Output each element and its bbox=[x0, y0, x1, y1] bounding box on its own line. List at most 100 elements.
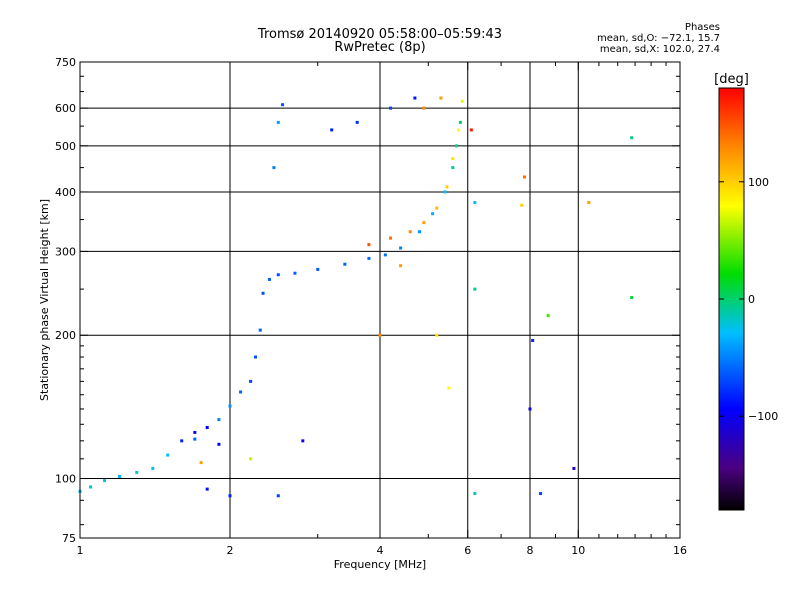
x-tick-label: 8 bbox=[527, 544, 534, 557]
data-point-o bbox=[630, 296, 634, 300]
data-point-x bbox=[523, 175, 527, 179]
data-point-o bbox=[272, 166, 276, 170]
data-point-x bbox=[422, 221, 426, 225]
data-point-x bbox=[445, 185, 449, 189]
data-point-o bbox=[473, 201, 477, 205]
data-point-o bbox=[217, 442, 221, 446]
y-tick-label: 500 bbox=[55, 140, 76, 153]
chart-title: Tromsø 20140920 05:58:00–05:59:43 bbox=[257, 27, 503, 42]
data-point-o bbox=[193, 437, 197, 441]
data-point-x bbox=[546, 314, 550, 318]
data-point-o bbox=[249, 379, 253, 383]
data-point-o bbox=[473, 287, 477, 291]
data-point-o bbox=[316, 267, 320, 271]
data-point-o bbox=[239, 390, 243, 394]
data-point-x bbox=[199, 461, 203, 465]
y-axis-label: Stationary phase Virtual Height [km] bbox=[38, 199, 51, 401]
data-point-x bbox=[367, 243, 371, 247]
x-tick-label: 6 bbox=[464, 544, 471, 557]
colorbar-unit-label: [deg] bbox=[714, 72, 749, 87]
data-point-o bbox=[293, 271, 297, 275]
phase-stats-x: mean, sd,X: 102.0, 27.4 bbox=[599, 44, 720, 55]
data-point-x bbox=[520, 203, 524, 207]
data-point-o bbox=[343, 262, 347, 266]
x-axis-label: Frequency [MHz] bbox=[334, 558, 426, 571]
colorbar-tick-label: 100 bbox=[748, 176, 769, 189]
data-point-o bbox=[228, 404, 232, 408]
data-point-o bbox=[258, 328, 262, 332]
data-point-o bbox=[205, 487, 209, 491]
data-point-o bbox=[166, 453, 170, 457]
data-point-o bbox=[117, 474, 121, 478]
data-point-x bbox=[439, 96, 443, 100]
data-point-x bbox=[435, 333, 439, 337]
data-point-x bbox=[457, 128, 461, 132]
data-point-o bbox=[383, 253, 387, 257]
data-point-o bbox=[572, 466, 576, 470]
data-point-o bbox=[205, 425, 209, 429]
data-point-o bbox=[217, 418, 221, 422]
data-point-x bbox=[587, 201, 591, 205]
y-tick-label: 200 bbox=[55, 329, 76, 342]
data-point-o bbox=[276, 494, 280, 498]
data-point-x bbox=[435, 206, 439, 210]
data-point-o bbox=[630, 136, 634, 140]
y-tick-label: 400 bbox=[55, 186, 76, 199]
data-point-o bbox=[276, 120, 280, 124]
data-point-o bbox=[276, 273, 280, 277]
data-point-o bbox=[355, 120, 359, 124]
data-point-o bbox=[367, 256, 371, 260]
data-point-o bbox=[531, 338, 535, 342]
colorbar-tick-label: −100 bbox=[748, 410, 778, 423]
data-point-x bbox=[378, 333, 382, 337]
data-point-o bbox=[330, 128, 334, 132]
data-point-o bbox=[89, 485, 93, 489]
data-point-x bbox=[451, 157, 455, 161]
data-point-x bbox=[460, 99, 464, 103]
x-tick-label: 1 bbox=[77, 544, 84, 557]
y-tick-label: 600 bbox=[55, 102, 76, 115]
chart-subtitle: RwPretec (8p) bbox=[334, 40, 426, 55]
data-point-o bbox=[151, 466, 155, 470]
data-point-o bbox=[399, 246, 403, 250]
data-point-o bbox=[228, 494, 232, 498]
phases-heading: Phases bbox=[684, 22, 720, 33]
data-point-x bbox=[399, 264, 403, 268]
data-point-o bbox=[431, 212, 435, 216]
y-tick-label: 300 bbox=[55, 245, 76, 258]
data-point-x bbox=[469, 128, 473, 132]
data-point-o bbox=[193, 430, 197, 434]
data-point-x bbox=[389, 236, 393, 240]
data-point-x bbox=[447, 386, 451, 390]
data-point-o bbox=[253, 355, 257, 359]
data-point-o bbox=[473, 492, 477, 496]
data-point-x bbox=[249, 457, 253, 461]
data-point-o bbox=[103, 479, 107, 483]
data-point-x bbox=[408, 230, 412, 234]
y-tick-label: 75 bbox=[62, 532, 76, 545]
data-point-o bbox=[389, 106, 393, 110]
data-point-o bbox=[443, 190, 447, 194]
data-point-x bbox=[422, 106, 426, 110]
data-point-o bbox=[180, 439, 184, 443]
data-point-o bbox=[281, 103, 285, 107]
x-tick-label: 4 bbox=[377, 544, 384, 557]
data-point-o bbox=[539, 492, 543, 496]
x-tick-label: 16 bbox=[673, 544, 687, 557]
colorbar-tick-label: 0 bbox=[748, 293, 755, 306]
data-point-o bbox=[267, 277, 271, 281]
y-tick-label: 100 bbox=[55, 473, 76, 486]
x-tick-label: 10 bbox=[571, 544, 585, 557]
x-tick-label: 2 bbox=[227, 544, 234, 557]
data-point-o bbox=[455, 144, 459, 148]
phase-stats-o: mean, sd,O: −72.1, 15.7 bbox=[597, 33, 720, 44]
data-point-o bbox=[528, 407, 532, 411]
data-point-o bbox=[301, 439, 305, 443]
data-point-o bbox=[417, 230, 421, 234]
data-point-o bbox=[135, 470, 139, 474]
data-point-o bbox=[413, 96, 417, 100]
data-point-o bbox=[451, 166, 455, 170]
data-point-o bbox=[458, 120, 462, 124]
y-tick-label: 750 bbox=[55, 56, 76, 69]
